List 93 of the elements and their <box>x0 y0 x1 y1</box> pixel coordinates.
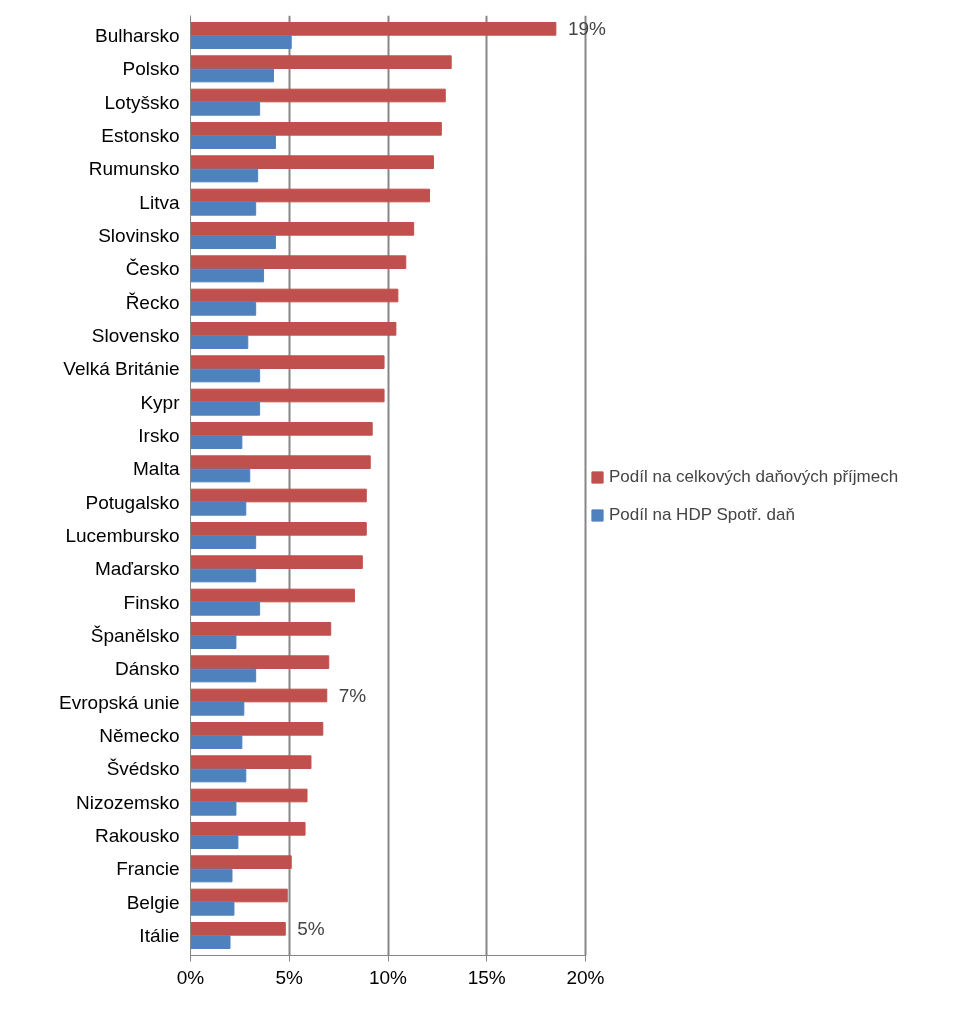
y-tick-label: Slovinsko <box>98 225 180 246</box>
bar <box>190 668 257 683</box>
bar <box>190 922 286 936</box>
y-tick-label: Potugalsko <box>85 491 180 513</box>
y-tick-label: Rumunsko <box>88 158 180 180</box>
bar <box>190 635 237 649</box>
bar <box>190 368 261 383</box>
bar <box>190 802 237 816</box>
bar <box>190 722 324 736</box>
bar <box>190 168 259 183</box>
bar <box>190 402 261 416</box>
bar <box>190 422 373 436</box>
bar <box>190 568 257 583</box>
bar <box>190 35 292 49</box>
bar <box>190 702 245 716</box>
y-tick-label: Litva <box>139 191 180 213</box>
y-tick-label: Estonsko <box>101 125 180 146</box>
bar <box>190 602 261 616</box>
bar <box>190 268 265 283</box>
y-tick-label: Dánsko <box>115 658 180 680</box>
y-tick-label: Francie <box>116 858 180 880</box>
bar <box>190 555 363 569</box>
bar <box>190 135 276 149</box>
annotation: 5% <box>297 918 325 940</box>
y-tick-label: Polsko <box>122 58 180 80</box>
y-tick-label: Nizozemsko <box>76 791 180 813</box>
y-tick-label: Španělsko <box>90 625 180 646</box>
bar <box>190 902 235 916</box>
legend-label: Podíl na celkových daňových příjmech <box>609 467 899 487</box>
bar <box>190 335 249 349</box>
bar <box>190 655 330 669</box>
y-tick-label: Evropská unie <box>59 691 180 713</box>
bar <box>190 55 452 69</box>
bar <box>190 155 434 169</box>
bar <box>190 355 385 369</box>
y-tick-label: Česko <box>125 258 180 280</box>
bar <box>190 322 397 336</box>
y-tick-label: Itálie <box>139 925 180 946</box>
bar <box>190 222 415 236</box>
bar <box>190 755 312 769</box>
y-tick-label: Slovensko <box>91 325 180 346</box>
bar <box>190 22 557 36</box>
x-tick-label: 20% <box>566 966 605 988</box>
y-tick-label: Kypr <box>140 391 181 413</box>
bar <box>190 488 367 503</box>
bar <box>190 935 231 949</box>
bar <box>190 235 276 249</box>
y-tick-label: Belgie <box>126 891 180 913</box>
bar <box>190 288 399 303</box>
bar <box>190 188 430 203</box>
x-tick-label: 10% <box>368 966 408 988</box>
bar <box>190 68 274 83</box>
bar <box>190 588 355 603</box>
bar <box>190 255 407 269</box>
bar <box>190 122 442 136</box>
bar <box>190 535 257 549</box>
y-tick-label: Rakousko <box>95 825 180 846</box>
bar <box>190 102 261 116</box>
y-tick-label: Švédsko <box>106 758 180 780</box>
bar <box>190 302 257 316</box>
bar <box>190 202 257 216</box>
annotation: 7% <box>338 685 367 706</box>
bar <box>190 388 385 403</box>
x-tick-label: 0% <box>176 966 205 988</box>
y-tick-label: Lucembursko <box>65 525 180 546</box>
y-tick-label: Finsko <box>123 591 180 613</box>
y-tick-label: Maďarsko <box>94 558 180 580</box>
bar <box>190 435 243 449</box>
y-tick-label: Bulharsko <box>95 25 180 46</box>
bar <box>190 868 233 883</box>
bar <box>190 788 308 803</box>
bar <box>190 822 306 836</box>
bar <box>190 455 371 469</box>
y-tick-label: Irsko <box>138 425 180 446</box>
bar <box>190 688 328 703</box>
y-tick-label: Malta <box>133 458 180 480</box>
x-tick-label: 15% <box>467 966 506 988</box>
y-tick-label: Velká Británie <box>63 358 180 380</box>
bar <box>190 502 247 516</box>
bar <box>190 855 292 869</box>
bar <box>190 522 367 536</box>
bar <box>190 88 446 103</box>
bar <box>190 888 288 903</box>
y-tick-label: Lotyšsko <box>104 91 180 113</box>
bar <box>190 835 239 849</box>
y-tick-label: Německo <box>99 725 180 746</box>
bar <box>190 768 247 783</box>
x-tick-label: 5% <box>275 966 304 988</box>
bar <box>190 735 243 749</box>
bar <box>190 468 251 483</box>
bar <box>190 622 332 636</box>
y-tick-label: Řecko <box>125 291 180 313</box>
legend-label: Podíl na HDP Spotř. daň <box>609 505 795 525</box>
